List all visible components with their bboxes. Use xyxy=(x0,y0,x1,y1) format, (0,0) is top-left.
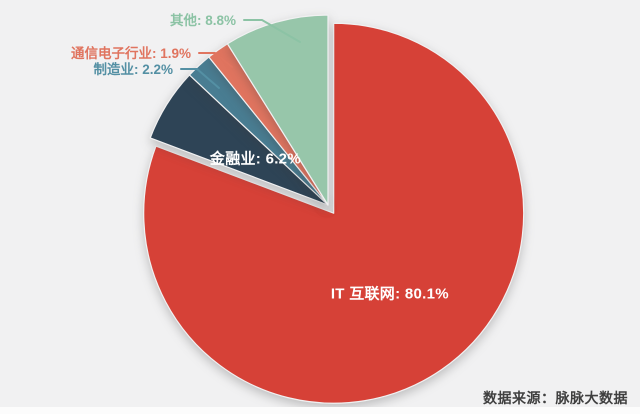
pie-slice-0[interactable] xyxy=(143,22,525,404)
leader-line xyxy=(243,19,301,43)
bottom-strip xyxy=(0,407,640,414)
leader-line xyxy=(198,52,233,68)
slice-label-outside: 通信电子行业: 1.9% xyxy=(71,45,191,61)
slice-label-inside: IT 互联网: 80.1% xyxy=(331,285,449,302)
slice-label-outside: 其他: 8.8% xyxy=(170,12,236,28)
slice-label-outside: 制造业: 2.2% xyxy=(93,61,173,77)
slice-label-inside: 金融业: 6.2% xyxy=(209,150,301,168)
leader-lines-group xyxy=(180,19,301,89)
pie-slice-4[interactable] xyxy=(226,14,329,206)
slice-labels-group: IT 互联网: 80.1% 金融业: 6.2% 制造业: 2.2%通信电子行业: 1… xyxy=(71,12,449,302)
leader-line xyxy=(180,68,220,89)
pie-slices-group xyxy=(143,14,525,404)
data-source-note: 数据来源：脉脉大数据 xyxy=(483,390,628,406)
